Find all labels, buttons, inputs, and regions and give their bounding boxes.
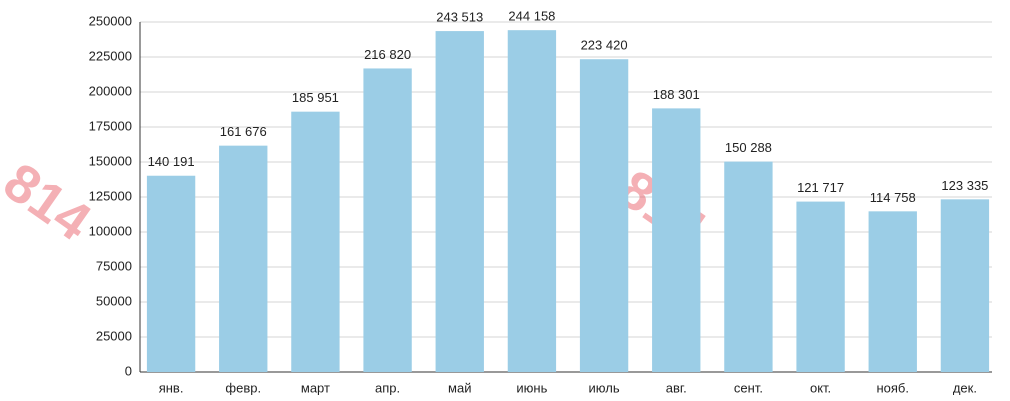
- y-tick-label: 0: [125, 363, 132, 378]
- bar: [507, 30, 557, 372]
- value-label: 161 676: [220, 124, 267, 139]
- value-label: 188 301: [653, 87, 700, 102]
- bar: [579, 59, 629, 372]
- y-tick-label: 250000: [89, 13, 132, 28]
- value-label: 150 288: [725, 140, 772, 155]
- y-tick-label: 225000: [89, 48, 132, 63]
- x-tick-label: февр.: [225, 380, 261, 395]
- watermark: 814: [0, 152, 101, 253]
- y-tick-label: 75000: [96, 258, 132, 273]
- y-tick-label: 175000: [89, 118, 132, 133]
- value-label: 216 820: [364, 47, 411, 62]
- x-tick-label: июль: [589, 380, 620, 395]
- y-tick-label: 50000: [96, 293, 132, 308]
- value-label: 244 158: [508, 9, 555, 24]
- value-label: 123 335: [941, 178, 988, 193]
- x-tick-label: дек.: [953, 380, 977, 395]
- x-tick-label: март: [301, 380, 330, 395]
- y-tick-label: 200000: [89, 83, 132, 98]
- x-tick-label: янв.: [159, 380, 184, 395]
- bar: [219, 145, 268, 372]
- x-tick-label: июнь: [516, 380, 547, 395]
- value-label: 223 420: [581, 38, 628, 53]
- x-tick-label: окт.: [810, 380, 831, 395]
- y-tick-label: 150000: [89, 153, 132, 168]
- y-tick-label: 125000: [89, 188, 132, 203]
- value-label: 140 191: [148, 154, 195, 169]
- x-tick-label: нояб.: [876, 380, 909, 395]
- value-label: 121 717: [797, 180, 844, 195]
- bar: [291, 111, 340, 372]
- bar: [796, 201, 845, 372]
- bar: [724, 161, 773, 372]
- y-tick-label: 100000: [89, 223, 132, 238]
- x-tick-label: авг.: [666, 380, 687, 395]
- y-tick-label: 25000: [96, 328, 132, 343]
- bar: [868, 211, 917, 372]
- value-label: 243 513: [436, 10, 483, 25]
- value-label: 185 951: [292, 90, 339, 105]
- value-label: 114 758: [870, 190, 916, 205]
- x-tick-label: сент.: [734, 380, 763, 395]
- bar: [652, 108, 701, 372]
- bar: [940, 199, 990, 372]
- x-tick-label: май: [448, 380, 471, 395]
- bar: [146, 175, 196, 372]
- bar: [363, 68, 412, 373]
- x-tick-label: апр.: [375, 380, 400, 395]
- bar: [435, 31, 484, 373]
